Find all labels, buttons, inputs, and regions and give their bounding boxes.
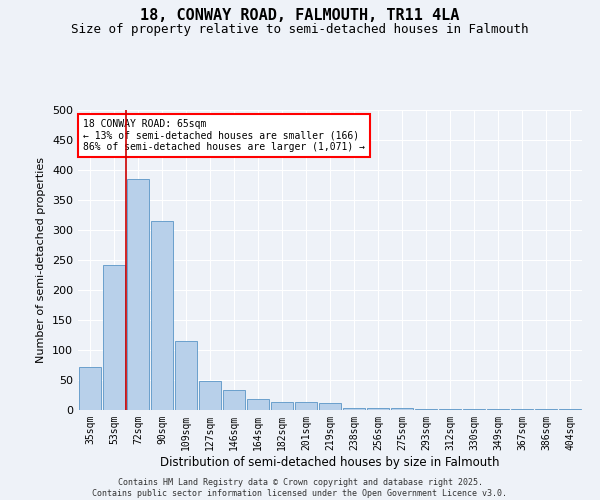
Bar: [175, 341, 197, 410]
Text: Contains HM Land Registry data © Crown copyright and database right 2025.
Contai: Contains HM Land Registry data © Crown c…: [92, 478, 508, 498]
Bar: [79, 367, 101, 410]
Text: 18 CONWAY ROAD: 65sqm
← 13% of semi-detached houses are smaller (166)
86% of sem: 18 CONWAY ROAD: 65sqm ← 13% of semi-deta…: [83, 119, 365, 152]
Bar: [151, 221, 173, 410]
X-axis label: Distribution of semi-detached houses by size in Falmouth: Distribution of semi-detached houses by …: [160, 456, 500, 468]
Bar: [199, 381, 221, 410]
Bar: [367, 408, 389, 410]
Bar: [391, 408, 413, 410]
Bar: [223, 390, 245, 410]
Y-axis label: Number of semi-detached properties: Number of semi-detached properties: [37, 157, 46, 363]
Bar: [127, 179, 149, 410]
Bar: [247, 398, 269, 410]
Bar: [295, 402, 317, 410]
Text: 18, CONWAY ROAD, FALMOUTH, TR11 4LA: 18, CONWAY ROAD, FALMOUTH, TR11 4LA: [140, 8, 460, 22]
Bar: [103, 265, 125, 410]
Bar: [319, 403, 341, 410]
Bar: [343, 408, 365, 410]
Bar: [271, 402, 293, 410]
Text: Size of property relative to semi-detached houses in Falmouth: Size of property relative to semi-detach…: [71, 22, 529, 36]
